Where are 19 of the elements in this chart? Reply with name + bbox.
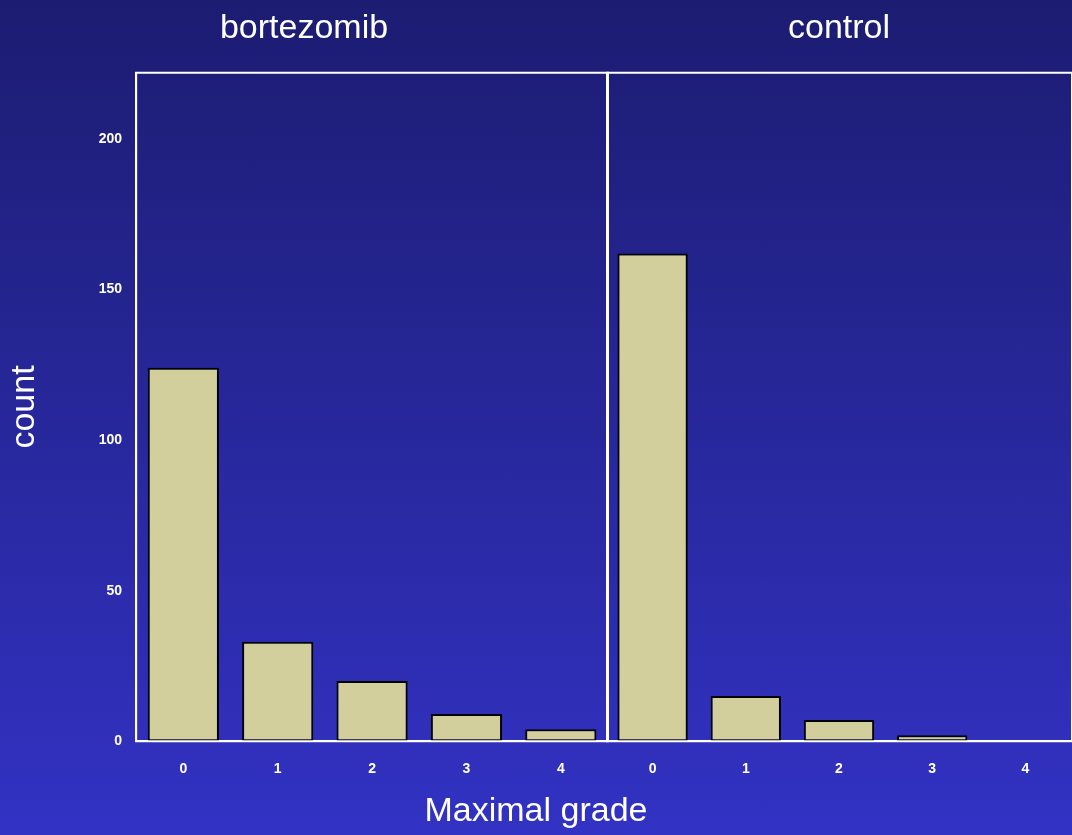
- chart-title: bortezomib: [219, 6, 389, 45]
- y-axis-title: count: [2, 364, 41, 449]
- x-axis-title: Maximal grade: [423, 790, 649, 829]
- y-tick-label: 0: [114, 732, 123, 749]
- x-tick-label: 0: [179, 760, 188, 777]
- x-tick-label: 0: [648, 760, 657, 777]
- x-tick-label: 3: [928, 760, 937, 777]
- x-tick-label: 1: [741, 760, 750, 777]
- y-tick-label: 200: [98, 129, 123, 146]
- x-tick-label: 2: [835, 760, 844, 777]
- y-tick-label: 100: [98, 430, 123, 447]
- y-tick-label: 50: [106, 581, 123, 598]
- x-tick-label: 3: [462, 760, 471, 777]
- x-tick-label: 1: [273, 760, 282, 777]
- chart-title: control: [787, 6, 891, 45]
- x-tick-label: 2: [368, 760, 377, 777]
- x-tick-label: 4: [556, 760, 565, 777]
- x-tick-label: 4: [1021, 760, 1030, 777]
- y-tick-label: 150: [98, 280, 123, 297]
